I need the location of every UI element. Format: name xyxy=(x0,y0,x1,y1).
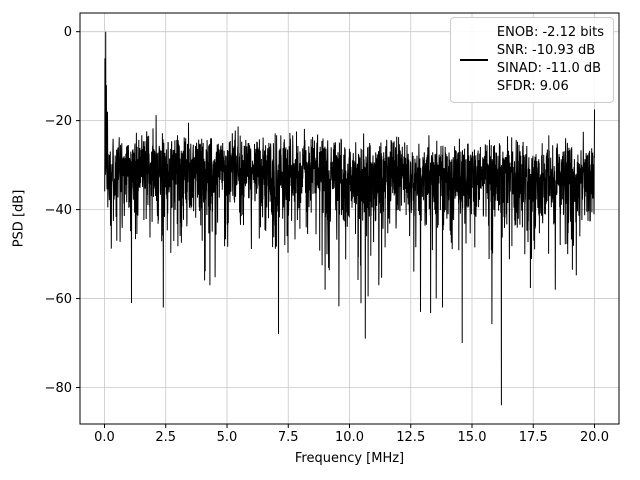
x-tick-label: 10.0 xyxy=(335,430,364,445)
y-tick-label: −80 xyxy=(45,381,72,396)
y-tick-label: −60 xyxy=(45,292,72,307)
legend-entry-sfdr: SFDR: 9.06 xyxy=(496,78,569,94)
x-tick-label: 17.5 xyxy=(519,430,548,445)
x-tick-label: 0.0 xyxy=(94,430,115,445)
legend-entry-snr: SNR: -10.93 dB xyxy=(496,42,596,58)
x-tick-label: 5.0 xyxy=(217,430,238,445)
x-tick-label: 20.0 xyxy=(580,430,609,445)
y-tick-label: −20 xyxy=(45,114,72,129)
psd-noise-trace xyxy=(104,31,595,406)
x-tick-label: 2.5 xyxy=(155,430,176,445)
x-axis-label: Frequency [MHz] xyxy=(294,451,405,466)
y-tick-label: −40 xyxy=(45,203,72,218)
legend-line-sample xyxy=(459,58,488,61)
legend: ENOB: -2.12 bits SNR: -10.93 dB SINAD: -… xyxy=(449,17,614,103)
y-tick-label: 0 xyxy=(64,25,72,40)
x-tick-label: 12.5 xyxy=(396,430,425,445)
x-tick-label: 15.0 xyxy=(458,430,487,445)
x-tick-label: 7.5 xyxy=(278,430,299,445)
y-axis-label: PSD [dB] xyxy=(11,189,27,248)
legend-entry-enob: ENOB: -2.12 bits xyxy=(496,25,604,40)
legend-entries: ENOB: -2.12 bits SNR: -10.93 dB SINAD: -… xyxy=(497,24,604,96)
legend-entry-sinad: SINAD: -11.0 dB xyxy=(496,60,602,76)
